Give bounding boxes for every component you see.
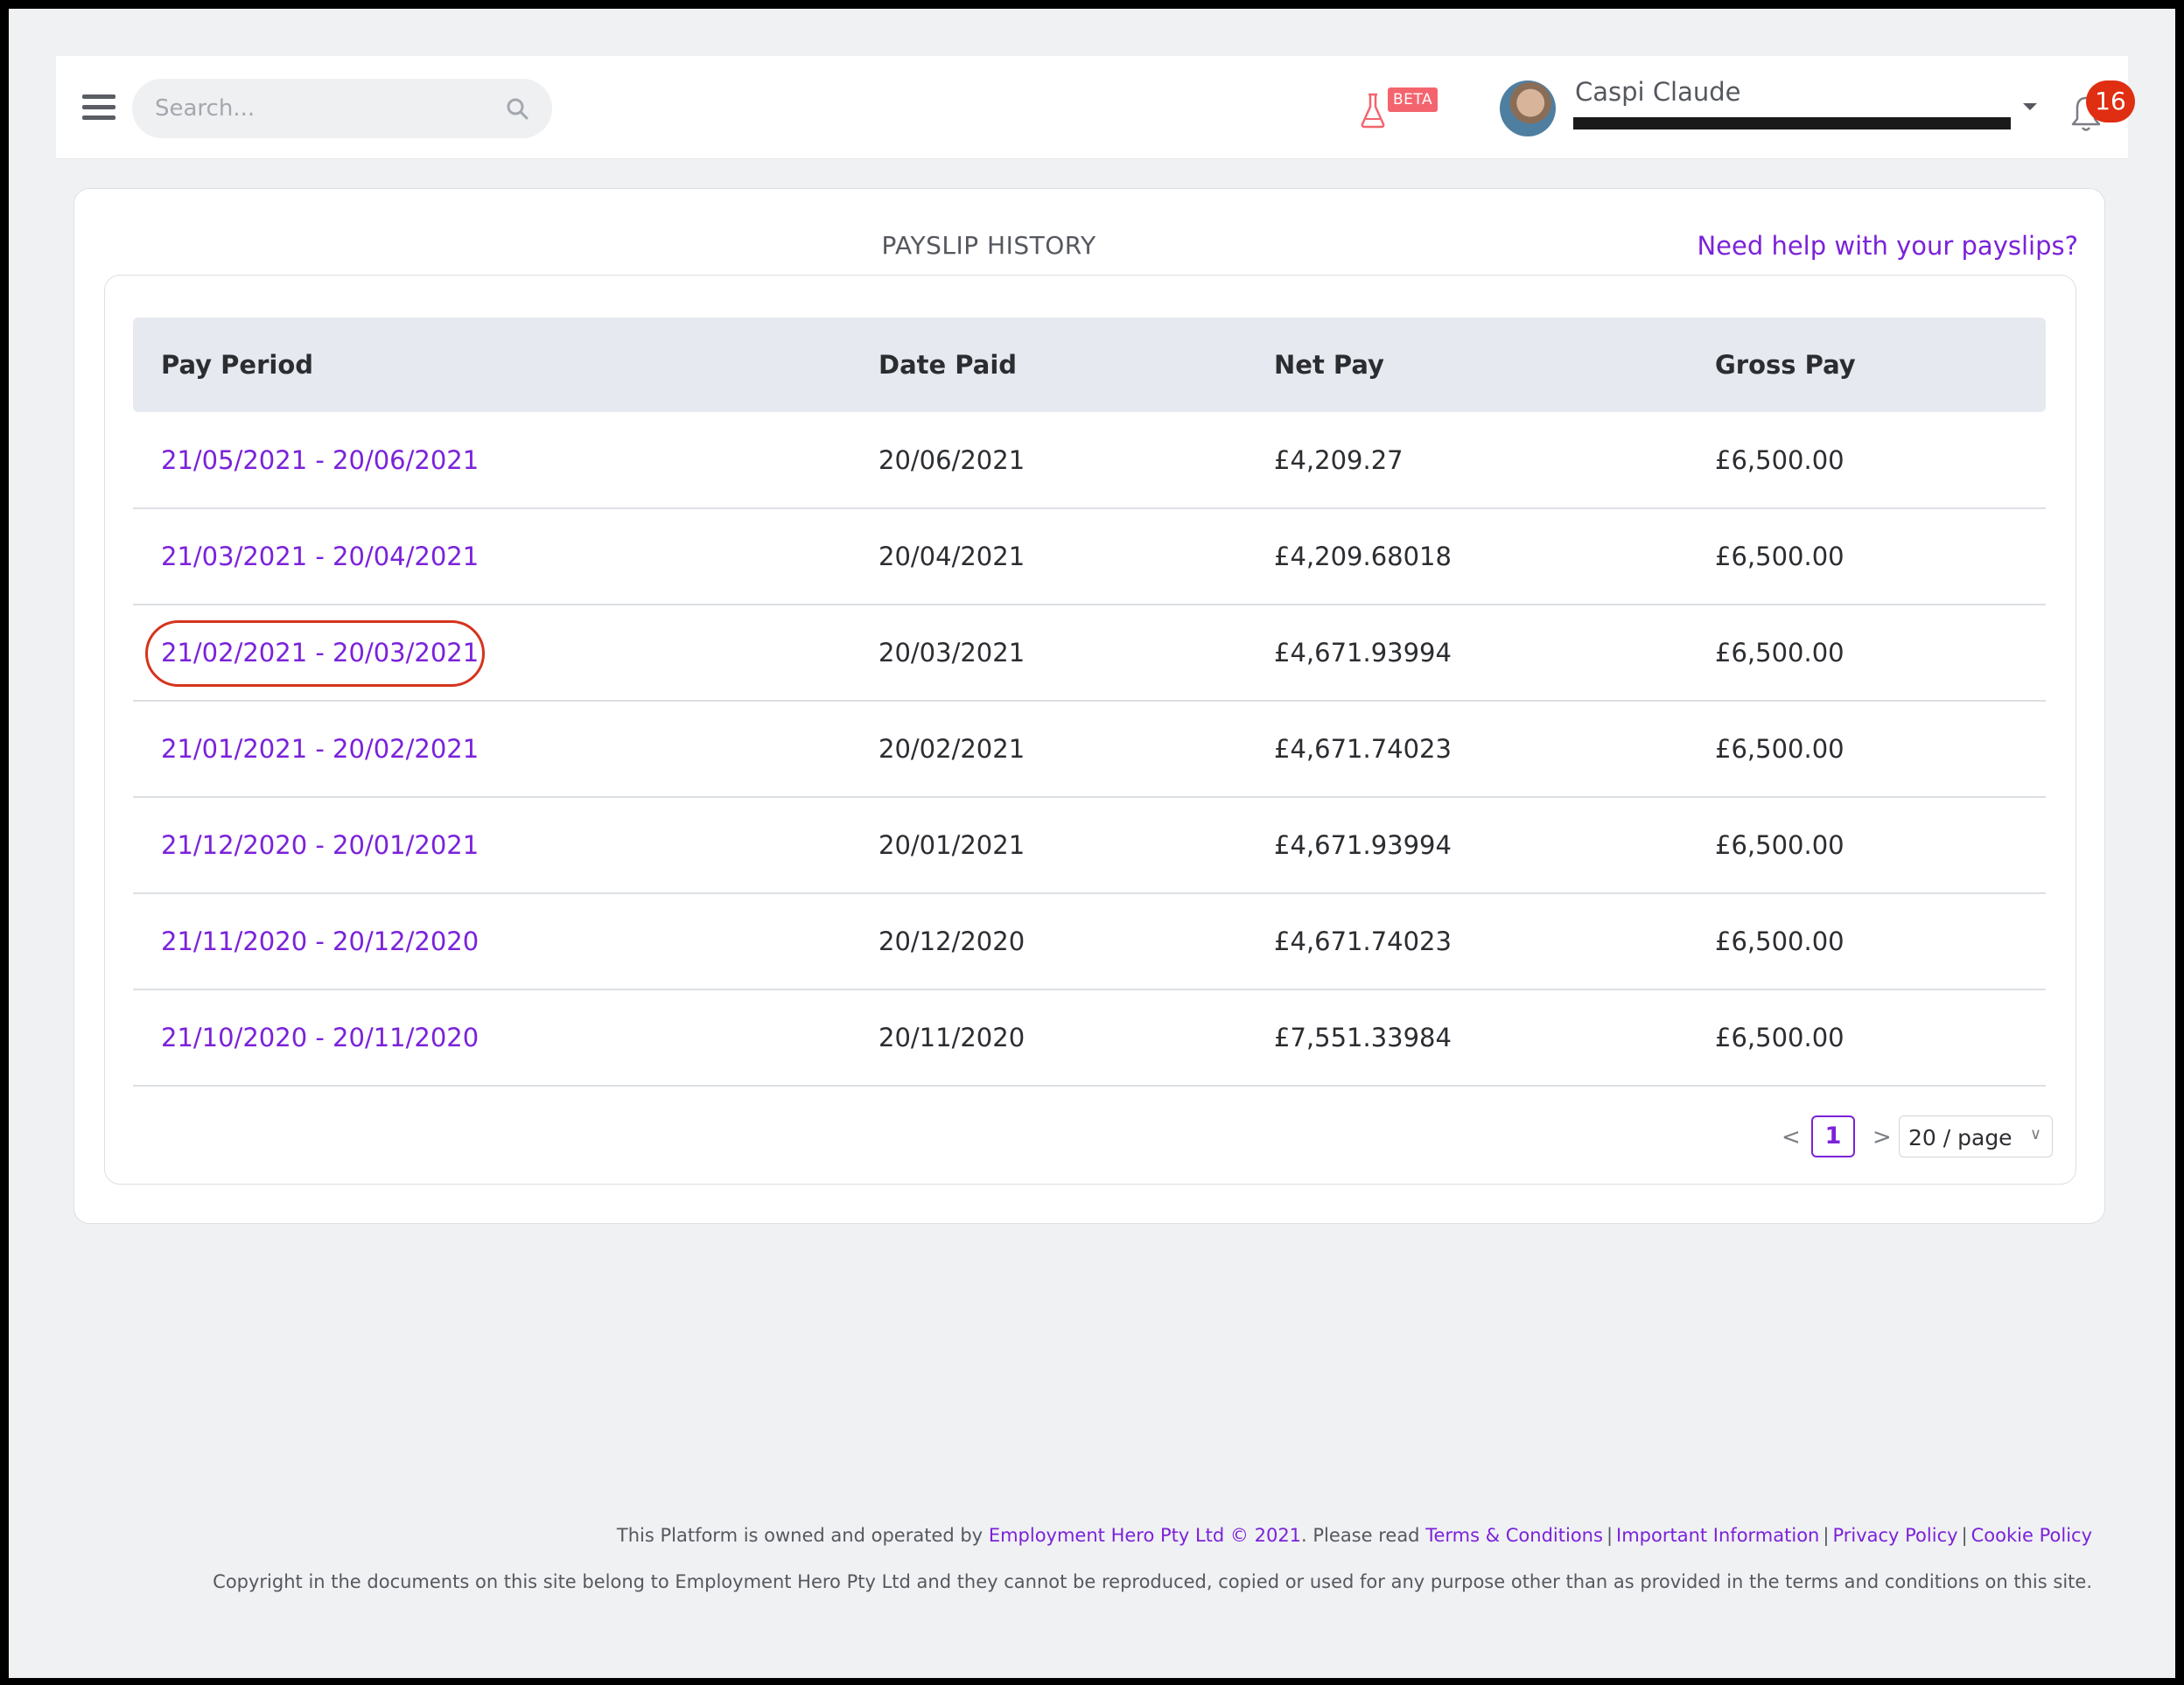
table-row: 21/02/2021 - 20/03/2021 20/03/2021 £4,67… [133, 605, 2046, 702]
user-name: Caspi Claude [1575, 77, 1741, 107]
net-pay-cell: £7,551.33984 [1246, 989, 1687, 1087]
company-link[interactable]: Employment Hero Pty Ltd © 2021 [988, 1525, 1302, 1546]
gross-pay-cell: £6,500.00 [1687, 508, 2046, 605]
column-header-pay-period: Pay Period [161, 350, 313, 380]
notification-count-badge[interactable]: 16 [2086, 80, 2135, 122]
footer-copyright: Copyright in the documents on this site … [213, 1571, 2092, 1592]
column-header-net-pay: Net Pay [1274, 350, 1384, 380]
cookie-policy-link[interactable]: Cookie Policy [1970, 1525, 2092, 1546]
table-row: 21/11/2020 - 20/12/2020 20/12/2020 £4,67… [133, 893, 2046, 990]
search-box [132, 79, 552, 138]
gross-pay-cell: £6,500.00 [1687, 701, 2046, 798]
hamburger-menu-icon[interactable] [82, 94, 116, 121]
app-window: BETA Caspi Claude 16 PAYSLIP HISTORY Nee… [9, 9, 2175, 1678]
footer-please-read: . Please read [1301, 1525, 1420, 1546]
payslip-table: Pay Period Date Paid Net Pay Gross Pay 2… [133, 318, 2046, 1087]
net-pay-cell: £4,671.93994 [1246, 605, 1687, 702]
important-info-link[interactable]: Important Information [1616, 1525, 1820, 1546]
gross-pay-cell: £6,500.00 [1687, 893, 2046, 990]
flask-icon [1361, 93, 1385, 129]
previous-page-button[interactable]: < [1782, 1124, 1801, 1150]
search-input[interactable] [153, 79, 486, 138]
net-pay-cell: £4,671.93994 [1246, 797, 1687, 894]
next-page-button[interactable]: > [1872, 1124, 1892, 1150]
table-row: 21/05/2021 - 20/06/2021 20/06/2021 £4,20… [133, 412, 2046, 509]
table-header-row: Pay Period Date Paid Net Pay Gross Pay [133, 318, 2046, 412]
pay-period-link[interactable]: 21/11/2020 - 20/12/2020 [161, 926, 480, 956]
net-pay-cell: £4,671.74023 [1246, 701, 1687, 798]
date-paid-cell: 20/11/2020 [850, 989, 1246, 1087]
date-paid-cell: 20/04/2021 [850, 508, 1246, 605]
date-paid-cell: 20/03/2021 [850, 605, 1246, 702]
net-pay-cell: £4,671.74023 [1246, 893, 1687, 990]
column-header-date-paid: Date Paid [878, 350, 1018, 380]
avatar [1500, 80, 1556, 136]
payslip-table-panel: Pay Period Date Paid Net Pay Gross Pay 2… [104, 275, 2076, 1185]
table-row: 21/10/2020 - 20/11/2020 20/11/2020 £7,55… [133, 989, 2046, 1087]
gross-pay-cell: £6,500.00 [1687, 412, 2046, 509]
beta-badge: BETA [1388, 87, 1438, 112]
date-paid-cell: 20/01/2021 [850, 797, 1246, 894]
date-paid-cell: 20/02/2021 [850, 701, 1246, 798]
date-paid-cell: 20/12/2020 [850, 893, 1246, 990]
gross-pay-cell: £6,500.00 [1687, 605, 2046, 702]
table-row: 21/12/2020 - 20/01/2021 20/01/2021 £4,67… [133, 797, 2046, 894]
search-icon[interactable] [505, 96, 529, 121]
caret-down-icon[interactable] [2023, 103, 2037, 110]
pay-period-link[interactable]: 21/05/2021 - 20/06/2021 [161, 444, 480, 475]
pay-period-link-highlighted[interactable]: 21/02/2021 - 20/03/2021 [161, 638, 480, 668]
pay-period-link[interactable]: 21/12/2020 - 20/01/2021 [161, 830, 480, 860]
footer-owned-text: This Platform is owned and operated by [616, 1525, 984, 1546]
redacted-email [1573, 117, 2011, 129]
privacy-policy-link[interactable]: Privacy Policy [1832, 1525, 1958, 1546]
footer-legal: This Platform is owned and operated by E… [616, 1525, 2092, 1546]
page-size-value: 20 / page [1908, 1125, 2012, 1150]
chevron-down-icon: ∨ [2029, 1125, 2041, 1143]
pay-period-link[interactable]: 21/01/2021 - 20/02/2021 [161, 734, 480, 764]
table-row: 21/03/2021 - 20/04/2021 20/04/2021 £4,20… [133, 508, 2046, 605]
table-row: 21/01/2021 - 20/02/2021 20/02/2021 £4,67… [133, 701, 2046, 798]
date-paid-cell: 20/06/2021 [850, 412, 1246, 509]
net-pay-cell: £4,209.27 [1246, 412, 1687, 509]
terms-link[interactable]: Terms & Conditions [1425, 1525, 1603, 1546]
pay-period-link[interactable]: 21/10/2020 - 20/11/2020 [161, 1023, 480, 1052]
help-payslips-link[interactable]: Need help with your payslips? [1697, 231, 2078, 261]
column-header-gross-pay: Gross Pay [1715, 350, 1856, 380]
user-menu[interactable]: Caspi Claude [1500, 73, 2060, 143]
pay-period-link[interactable]: 21/03/2021 - 20/04/2021 [161, 542, 480, 571]
page-title: PAYSLIP HISTORY [881, 231, 1096, 260]
net-pay-cell: £4,209.68018 [1246, 508, 1687, 605]
top-header: BETA Caspi Claude 16 [56, 56, 2135, 159]
page-1-button[interactable]: 1 [1811, 1115, 1855, 1157]
gross-pay-cell: £6,500.00 [1687, 989, 2046, 1087]
page-size-select[interactable]: 20 / page ∨ [1899, 1115, 2053, 1157]
gross-pay-cell: £6,500.00 [1687, 797, 2046, 894]
payslip-history-card: PAYSLIP HISTORY Need help with your pays… [74, 188, 2105, 1224]
